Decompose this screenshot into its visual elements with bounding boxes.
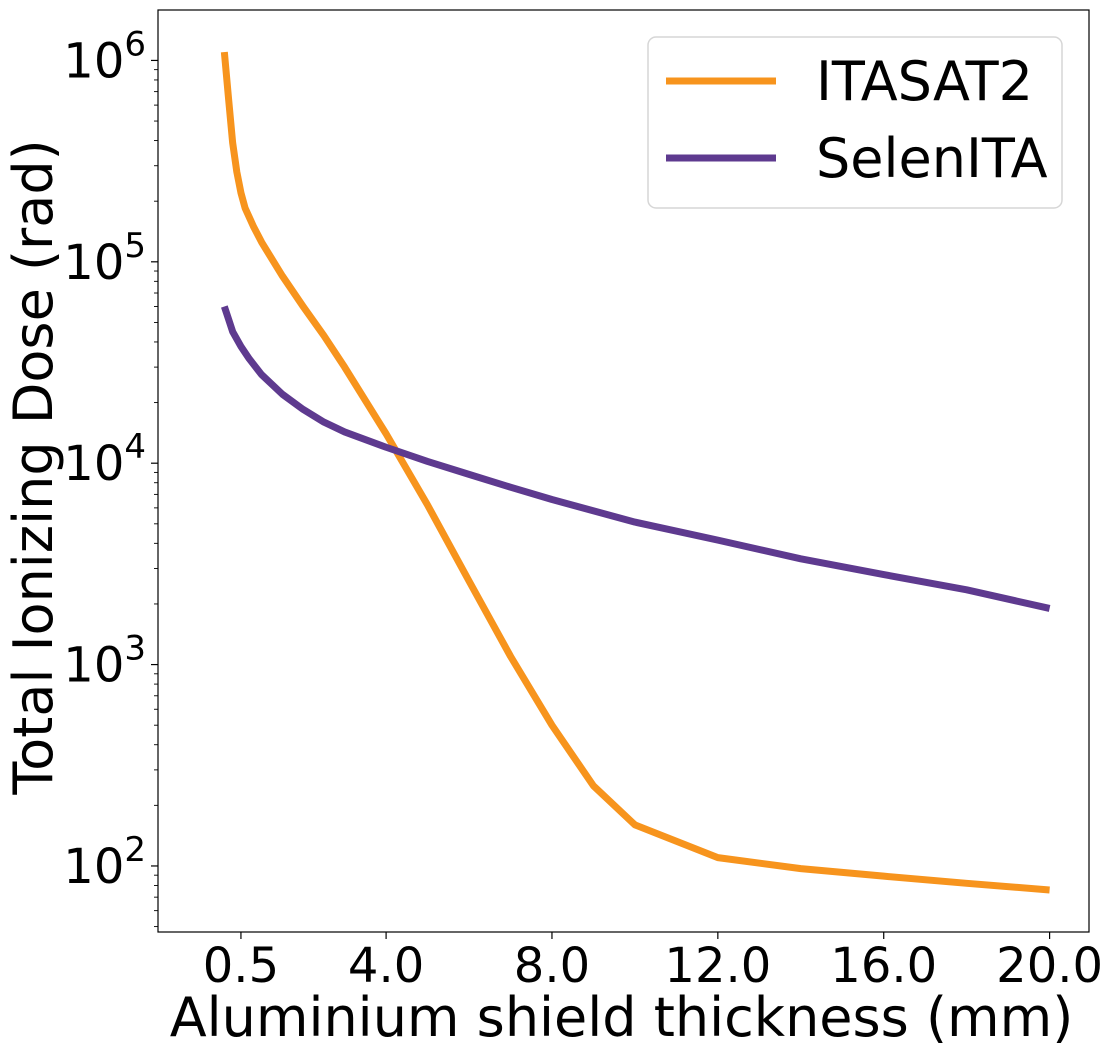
plot-frame — [157, 9, 1090, 933]
x-tick-label: 0.5 — [203, 938, 279, 994]
y-tick-label: 106 — [63, 24, 146, 89]
x-tick-label: 8.0 — [514, 938, 590, 994]
x-tick-label: 4.0 — [348, 938, 424, 994]
y-tick-base: 10 — [63, 436, 124, 492]
y-tick-exponent: 4 — [124, 427, 146, 467]
series-line-itasat2 — [220, 51, 1050, 894]
y-tick-exponent: 3 — [124, 629, 146, 669]
legend-label-selenita: SelenITA — [816, 127, 1048, 190]
y-tick-label: 104 — [63, 427, 146, 492]
x-tick-label: 12.0 — [664, 938, 771, 994]
y-tick-exponent: 5 — [124, 226, 146, 266]
y-tick-base: 10 — [63, 235, 124, 291]
y-tick-base: 10 — [63, 33, 124, 89]
series-line-selenita — [221, 305, 1051, 612]
y-tick-base: 10 — [63, 839, 124, 895]
legend: ITASAT2 SelenITA — [647, 36, 1063, 209]
x-axis-title: Aluminium shield thickness (mm) — [170, 986, 1074, 1049]
y-tick-exponent: 6 — [124, 24, 146, 64]
y-tick-exponent: 2 — [124, 830, 146, 870]
y-tick-label: 102 — [63, 830, 146, 895]
y-tick-label: 103 — [63, 629, 146, 694]
legend-label-itasat2: ITASAT2 — [816, 50, 1033, 113]
y-axis-title: Total Ionizing Dose (rad) — [2, 139, 65, 795]
x-axis: 0.5 4.0 8.0 12.0 16.0 20.0 — [203, 932, 1103, 994]
y-tick-label: 105 — [63, 226, 146, 291]
x-tick-label: 16.0 — [830, 938, 937, 994]
x-tick-label: 20.0 — [996, 938, 1103, 994]
y-tick-base: 10 — [63, 638, 124, 694]
series-layer — [220, 51, 1051, 894]
